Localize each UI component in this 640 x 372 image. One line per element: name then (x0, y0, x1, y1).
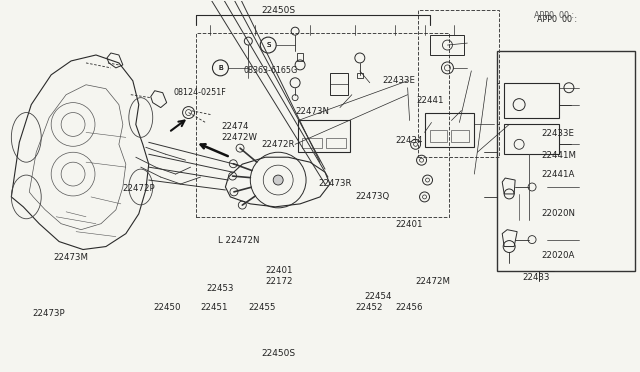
Bar (504, 83, 559, 118)
Text: 22172: 22172 (266, 277, 293, 286)
Bar (429, 131, 447, 142)
Text: 22455: 22455 (248, 302, 276, 312)
Text: 22433: 22433 (523, 273, 550, 282)
Text: 22472W: 22472W (221, 133, 257, 142)
Text: 22450S: 22450S (261, 6, 295, 15)
Text: 22434: 22434 (395, 137, 422, 145)
Bar (330, 73, 348, 95)
Text: 22433E: 22433E (383, 76, 415, 85)
Text: 08363-6165G: 08363-6165G (244, 66, 298, 75)
Text: 22473P: 22473P (32, 309, 65, 318)
Text: APP0  00 :: APP0 00 : (537, 15, 577, 23)
Text: 22433E: 22433E (541, 129, 575, 138)
Text: 22473N: 22473N (296, 107, 330, 116)
Text: 08124-0251F: 08124-0251F (173, 89, 226, 97)
Text: 22441: 22441 (417, 96, 444, 105)
Bar (424, 113, 474, 147)
Bar (504, 125, 559, 154)
Text: 22474: 22474 (221, 122, 249, 131)
Text: 22020N: 22020N (541, 209, 576, 218)
Bar (497, 51, 635, 271)
Bar (429, 35, 465, 55)
Text: 22441M: 22441M (541, 151, 577, 160)
Text: B: B (218, 65, 223, 71)
Text: 22441A: 22441A (541, 170, 575, 179)
Text: S: S (266, 42, 271, 48)
Bar (302, 138, 322, 148)
Bar (297, 53, 303, 61)
Text: 22401: 22401 (266, 266, 293, 275)
Text: 22450S: 22450S (262, 350, 296, 359)
Bar (417, 10, 499, 157)
Bar (451, 131, 469, 142)
Text: 22452: 22452 (355, 302, 383, 312)
Bar (357, 73, 363, 78)
Text: 22454: 22454 (365, 292, 392, 301)
Text: 22473Q: 22473Q (355, 192, 389, 201)
Text: B: B (218, 65, 223, 71)
Text: 22473R: 22473R (319, 179, 352, 187)
Text: 22456: 22456 (395, 302, 422, 312)
Bar (298, 121, 350, 152)
Bar (196, 33, 449, 217)
Text: 22472P: 22472P (122, 185, 155, 193)
Text: 22451: 22451 (201, 302, 228, 312)
Circle shape (273, 175, 283, 185)
Text: 22472M: 22472M (415, 277, 451, 286)
Bar (326, 138, 346, 148)
Text: 22401: 22401 (395, 220, 422, 229)
Text: L 22472N: L 22472N (218, 236, 260, 245)
Text: 22473M: 22473M (54, 253, 89, 263)
Text: 22472R: 22472R (261, 140, 295, 149)
Text: 22020A: 22020A (541, 251, 575, 260)
Text: APP0  00 :: APP0 00 : (534, 11, 574, 20)
Text: S: S (266, 42, 271, 48)
Text: 22453: 22453 (207, 284, 234, 293)
Text: 22450: 22450 (153, 302, 180, 312)
